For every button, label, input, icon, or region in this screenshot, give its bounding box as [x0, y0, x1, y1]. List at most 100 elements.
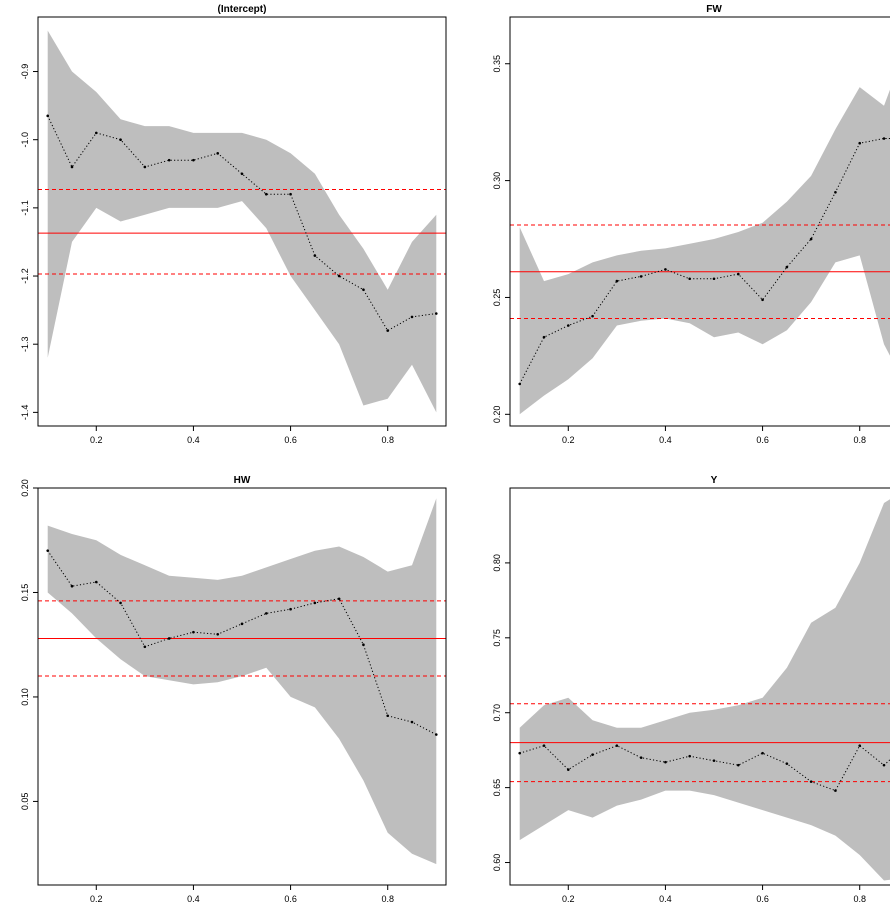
x-tick-label: 0.2 [90, 435, 103, 445]
y-tick-label: 0.30 [492, 172, 502, 190]
quantile-estimate-point [518, 382, 522, 386]
quantile-estimate-point [46, 114, 50, 118]
x-tick-label: 0.4 [187, 894, 200, 904]
y-tick-label: -1.4 [20, 405, 30, 421]
quantile-estimate-point [882, 763, 886, 767]
quantile-estimate-point [736, 272, 740, 276]
quantile-estimate-point [362, 288, 365, 291]
y-tick-label: 0.20 [20, 479, 30, 497]
quantile-estimate-point [712, 759, 716, 762]
chart-panel-3: HW 0.2 0.4 0.6 0.8 0.05 0.10 0.15 0.20 [20, 475, 447, 904]
quantile-estimate-point [70, 584, 74, 588]
quantile-estimate-point [434, 312, 438, 315]
quantile-estimate-line [519, 744, 890, 792]
quantile-estimate-point [143, 645, 147, 649]
y-tick-label: -1.1 [20, 200, 30, 216]
y-tick-label: 0.35 [492, 55, 502, 73]
confidence-band [47, 30, 437, 413]
quantile-estimate-point [313, 601, 317, 605]
quantile-estimate-point [664, 268, 667, 271]
quantile-estimate-point [216, 632, 220, 636]
x-tick-label: 0.6 [756, 435, 769, 445]
y-tick-label: 0.25 [492, 289, 502, 307]
quantile-estimate-point [410, 720, 414, 724]
y-tick-label: -1.2 [20, 268, 30, 284]
x-tick-label: 0.8 [381, 894, 394, 904]
quantile-estimate-point [143, 165, 147, 169]
x-tick-label: 0.4 [659, 435, 672, 445]
y-tick-label: 0.20 [492, 406, 502, 424]
quantile-estimate-point [591, 314, 594, 318]
quantile-estimate-point [882, 137, 886, 140]
quantile-estimate-point [264, 612, 268, 615]
quantile-estimate-point [192, 630, 195, 634]
confidence-band [519, 87, 890, 415]
plot-frame [509, 16, 890, 427]
x-tick-label: 0.6 [284, 435, 297, 445]
quantile-estimate-point [736, 763, 740, 767]
y-tick-label: 0.05 [20, 793, 30, 811]
quantile-estimate-point [289, 607, 292, 611]
y-tick-label: 0.60 [492, 854, 502, 872]
y-tick-label: 0.15 [20, 584, 30, 602]
quantile-estimate-line [47, 550, 437, 736]
panel-title: (Intercept) [218, 4, 267, 15]
chart-panel-1: (Intercept) 0.2 0.4 0.6 0.8 -1.4 -1.3 -1.2 -1.1 -… [20, 4, 447, 445]
quantile-estimate-point [761, 751, 764, 755]
quantile-estimate-point [809, 780, 813, 783]
x-tick-label: 0.4 [659, 894, 672, 904]
quantile-estimate-point [761, 298, 764, 302]
y-tick-label: -1.3 [20, 336, 30, 352]
quantile-estimate-point [167, 637, 171, 640]
plot-frame [37, 487, 447, 886]
quantile-estimate-point [94, 131, 98, 135]
quantile-estimate-point [712, 277, 716, 281]
quantile-estimate-point [615, 279, 619, 283]
quantile-estimate-point [785, 265, 789, 269]
confidence-band [47, 498, 437, 865]
y-tick-label: 0.70 [492, 704, 502, 722]
quantile-estimate-point [639, 275, 643, 278]
quantile-estimate-point [858, 141, 862, 145]
quantile-estimate-point [337, 597, 341, 601]
quantile-estimate-point [518, 751, 522, 755]
quantile-estimate-point [664, 760, 667, 764]
quantile-estimate-point [313, 254, 317, 257]
x-tick-label: 0.2 [562, 435, 575, 445]
panel-title: Y [711, 475, 718, 486]
quantile-estimate-point [809, 237, 813, 241]
confidence-band [519, 499, 890, 881]
y-tick-label: -0.9 [20, 64, 30, 80]
quantile-estimate-point [688, 277, 692, 281]
panel-title: HW [234, 475, 251, 486]
y-tick-label: 0.65 [492, 779, 502, 797]
quantile-estimate-point [542, 335, 546, 339]
x-tick-label: 0.6 [756, 894, 769, 904]
quantile-estimate-point [834, 190, 837, 194]
plot-area [510, 499, 890, 881]
quantile-estimate-point [785, 762, 789, 765]
plot-frame [37, 16, 447, 427]
quantile-estimate-point [858, 744, 862, 747]
quantile-estimate-point [566, 324, 570, 327]
y-tick-label: 0.80 [492, 554, 502, 572]
quantile-estimate-point [362, 643, 365, 647]
y-tick-label: 0.75 [492, 629, 502, 647]
quantile-estimate-point [434, 733, 438, 736]
quantile-estimate-point [386, 329, 390, 332]
quantile-estimate-point [192, 158, 195, 162]
x-tick-label: 0.2 [562, 894, 575, 904]
panel-title: FW [706, 4, 722, 15]
quantile-estimate-point [337, 274, 341, 278]
x-tick-label: 0.8 [381, 435, 394, 445]
x-tick-label: 0.4 [187, 435, 200, 445]
quantile-estimate-point [167, 158, 171, 162]
quantile-estimate-point [289, 192, 292, 196]
plot-frame [509, 487, 890, 886]
quantile-estimate-point [119, 601, 122, 605]
y-tick-label: 0.10 [20, 688, 30, 706]
quantile-estimate-point [542, 744, 546, 747]
quantile-estimate-point [566, 768, 570, 771]
quantile-estimate-point [240, 622, 244, 626]
